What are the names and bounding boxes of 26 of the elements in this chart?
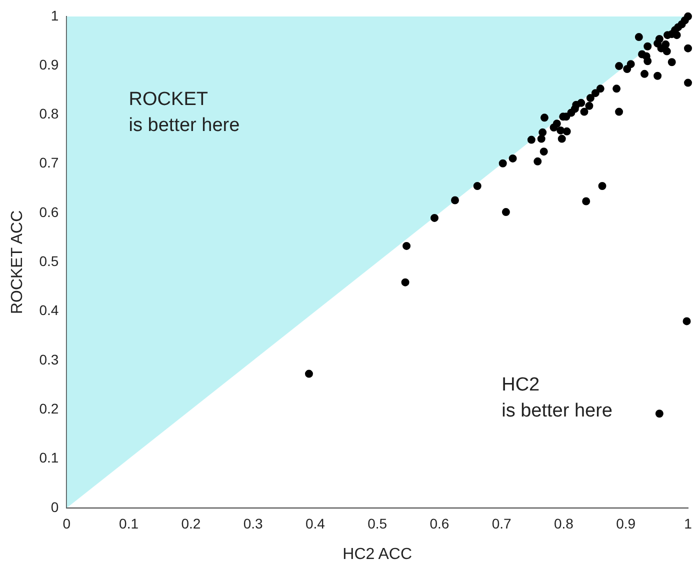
y-tick-label: 0.5 <box>39 253 59 270</box>
y-tick-label: 0.6 <box>39 204 59 220</box>
y-tick-label: 0.7 <box>39 154 59 171</box>
y-tick-label: 0.4 <box>39 302 59 318</box>
y-tick-label: 0.2 <box>39 400 59 417</box>
x-tick-label: 0.7 <box>492 515 512 532</box>
x-tick-label: 0.4 <box>305 515 326 532</box>
y-tick-label: 1 <box>50 7 59 24</box>
x-tick-label: 0 <box>62 515 71 532</box>
x-tick-label: 0.3 <box>243 515 264 532</box>
x-tick-label: 0.9 <box>616 515 636 532</box>
y-tick-label: 0 <box>50 498 59 515</box>
x-tick-label: 0.1 <box>119 515 139 532</box>
x-tick-label: 1 <box>684 515 692 532</box>
y-tick-label: 0.8 <box>39 106 59 122</box>
x-axis-title: HC2 ACC <box>342 546 412 563</box>
y-axis-title: ROCKET ACC <box>9 210 26 314</box>
y-tick-label: 0.1 <box>39 450 59 466</box>
annotation: ROCKET is better here <box>128 89 240 136</box>
x-tick-label: 0.2 <box>181 515 201 532</box>
x-tick-label: 0.5 <box>368 515 388 532</box>
y-tick-label: 0.3 <box>39 351 59 368</box>
annotation: HC2 is better here <box>502 374 613 422</box>
x-tick-label: 0.6 <box>430 515 450 532</box>
x-tick-label: 0.8 <box>554 515 574 532</box>
y-tick-label: 0.9 <box>39 56 59 72</box>
